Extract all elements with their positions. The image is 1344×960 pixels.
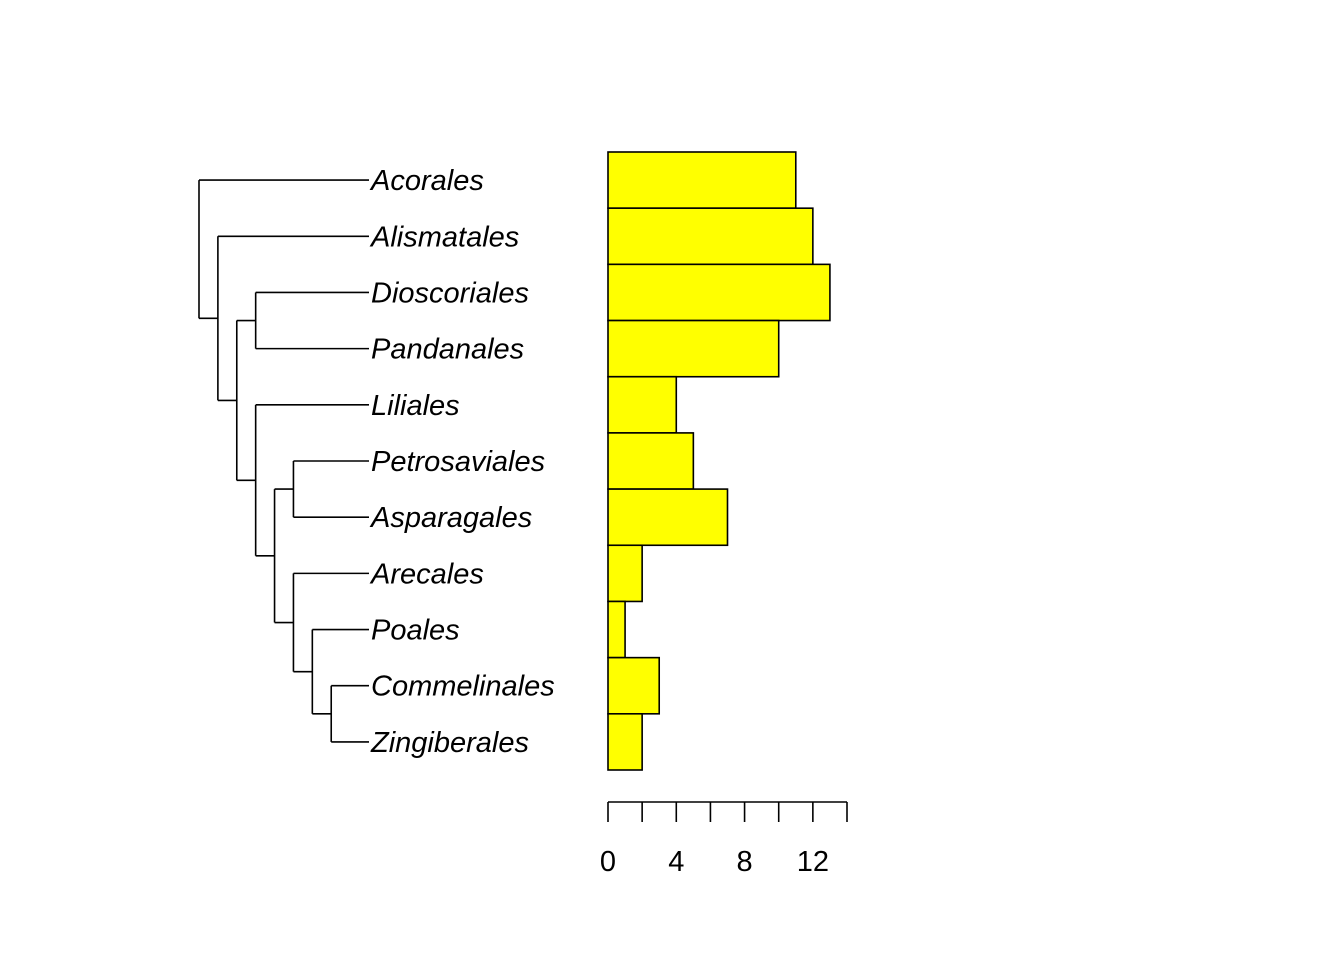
bar-acorales bbox=[607, 151, 797, 209]
x-axis: 0 4 8 12 bbox=[600, 801, 848, 878]
bars bbox=[607, 151, 831, 771]
x-tick-label-4: 4 bbox=[668, 846, 684, 878]
bar-liliales bbox=[607, 375, 678, 434]
tip-label-zingiberales: Zingiberales bbox=[370, 727, 529, 759]
tip-label-arecales: Arecales bbox=[369, 558, 484, 590]
bar-pandanales bbox=[607, 319, 780, 378]
x-tick-label-12: 12 bbox=[797, 846, 829, 878]
bar-alismatales bbox=[607, 207, 814, 266]
bar-asparagales bbox=[607, 488, 729, 547]
x-tick-label-8: 8 bbox=[737, 846, 753, 878]
x-tick-label-0: 0 bbox=[600, 846, 616, 878]
bar-petrosaviales bbox=[607, 432, 695, 490]
bar-poales bbox=[607, 600, 626, 659]
tip-labels: Acorales Alismatales Dioscoriales Pandanale… bbox=[369, 165, 555, 759]
bar-commelinales bbox=[607, 656, 661, 715]
tip-label-petrosaviales: Petrosaviales bbox=[371, 446, 545, 478]
phylogenetic-tree bbox=[198, 179, 369, 743]
tip-label-alismatales: Alismatales bbox=[369, 221, 519, 253]
tip-label-poales: Poales bbox=[371, 615, 460, 647]
tip-label-dioscoriales: Dioscoriales bbox=[371, 277, 529, 309]
tip-label-acorales: Acorales bbox=[369, 165, 484, 197]
bar-arecales bbox=[607, 544, 643, 603]
bar-dioscoriales bbox=[607, 263, 831, 322]
tip-label-pandanales: Pandanales bbox=[371, 334, 524, 366]
tip-label-commelinales: Commelinales bbox=[371, 671, 555, 703]
tip-label-asparagales: Asparagales bbox=[369, 502, 532, 534]
bar-zingiberales bbox=[607, 713, 643, 771]
tip-label-liliales: Liliales bbox=[371, 390, 460, 422]
